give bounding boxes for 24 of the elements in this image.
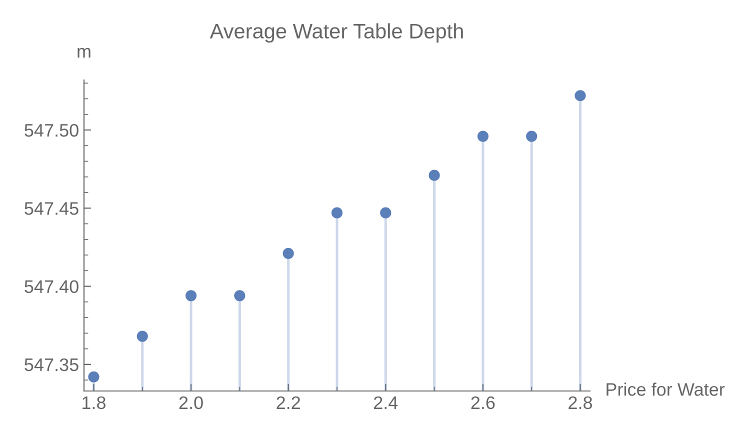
y-tick-label: 547.35 <box>24 358 78 372</box>
point <box>234 290 246 302</box>
point <box>477 130 489 142</box>
y-tick-label: 547.45 <box>24 202 78 215</box>
point <box>380 207 392 218</box>
point <box>526 130 538 142</box>
x-axis-title: Price for Water <box>606 382 725 396</box>
x-tick-label: 1.8 <box>82 396 106 410</box>
point <box>88 371 100 382</box>
point <box>331 207 343 218</box>
x-tick-label: 2.4 <box>374 396 398 409</box>
point <box>574 90 586 102</box>
point <box>282 248 294 260</box>
y-axis-title: m <box>78 48 90 58</box>
point <box>136 330 148 342</box>
x-tick-label: 2.6 <box>471 396 495 410</box>
y-tick-label: 547.50 <box>24 124 78 137</box>
y-tick-label: 547.40 <box>24 280 78 294</box>
point <box>428 170 440 181</box>
chart-title: Average Water Table Depth <box>210 23 463 43</box>
x-tick-label: 2.8 <box>568 396 592 410</box>
x-tick-label: 2.0 <box>179 396 203 410</box>
x-tick-label: 2.2 <box>276 396 300 409</box>
point <box>185 290 197 302</box>
